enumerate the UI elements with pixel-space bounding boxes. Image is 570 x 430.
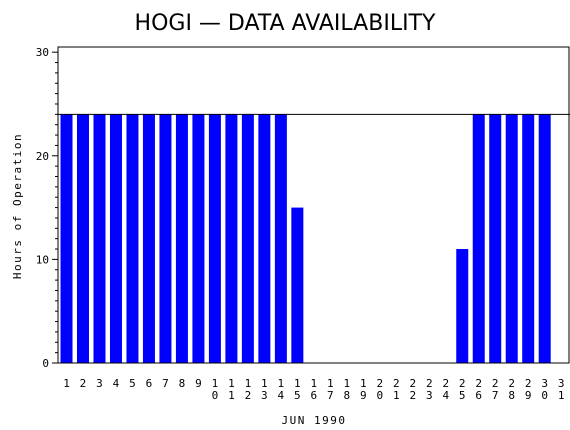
bar-day-4 xyxy=(109,114,122,363)
x-axis: 1 2 3 4 5 6 7 8 9 1 01 11 21 31 41 51 61 71 81 92 02 12 22 32 42… xyxy=(63,377,564,402)
bar-day-12 xyxy=(241,114,254,363)
bar-day-30 xyxy=(538,114,551,363)
x-axis-label: JUN 1990 xyxy=(282,414,347,427)
bar-day-5 xyxy=(126,114,139,363)
bar-day-11 xyxy=(225,114,238,363)
bar-day-14 xyxy=(274,114,287,363)
bars-group xyxy=(60,114,551,363)
bar-day-3 xyxy=(93,114,106,363)
bar-day-2 xyxy=(76,114,89,363)
x-tick-label: 9 xyxy=(195,377,202,390)
bar-day-15 xyxy=(291,207,304,363)
x-tick-label: 8 xyxy=(179,377,186,390)
bar-day-9 xyxy=(192,114,205,363)
plot-frame xyxy=(57,46,570,364)
bar-day-13 xyxy=(258,114,271,363)
bar-day-26 xyxy=(472,114,485,363)
x-tick-label: 2 xyxy=(80,377,87,390)
bar-day-25 xyxy=(456,249,469,363)
y-tick-label: 20 xyxy=(36,150,49,163)
bar-day-10 xyxy=(208,114,221,363)
x-tick-label: 6 xyxy=(146,377,153,390)
x-tick-label: 3 xyxy=(96,377,103,390)
bar-day-7 xyxy=(159,114,172,363)
y-tick-label: 0 xyxy=(42,357,49,370)
x-tick-label: 1 xyxy=(63,377,70,390)
bar-day-27 xyxy=(489,114,502,363)
bar-day-28 xyxy=(505,114,518,363)
y-axis-label: Hours of Operation xyxy=(11,133,24,279)
x-tick-label: 4 xyxy=(113,377,120,390)
bar-day-6 xyxy=(142,114,155,363)
y-axis: 0 10 20 30 xyxy=(36,46,58,370)
y-tick-label: 10 xyxy=(36,253,49,266)
bar-day-8 xyxy=(175,114,188,363)
chart-title: HOGI — DATA AVAILABILITY xyxy=(135,11,436,36)
x-tick-label: 5 xyxy=(129,377,136,390)
x-tick-label: 7 xyxy=(162,377,169,390)
bar-day-1 xyxy=(60,114,73,363)
bar-day-29 xyxy=(522,114,535,363)
y-tick-label: 30 xyxy=(36,46,49,59)
